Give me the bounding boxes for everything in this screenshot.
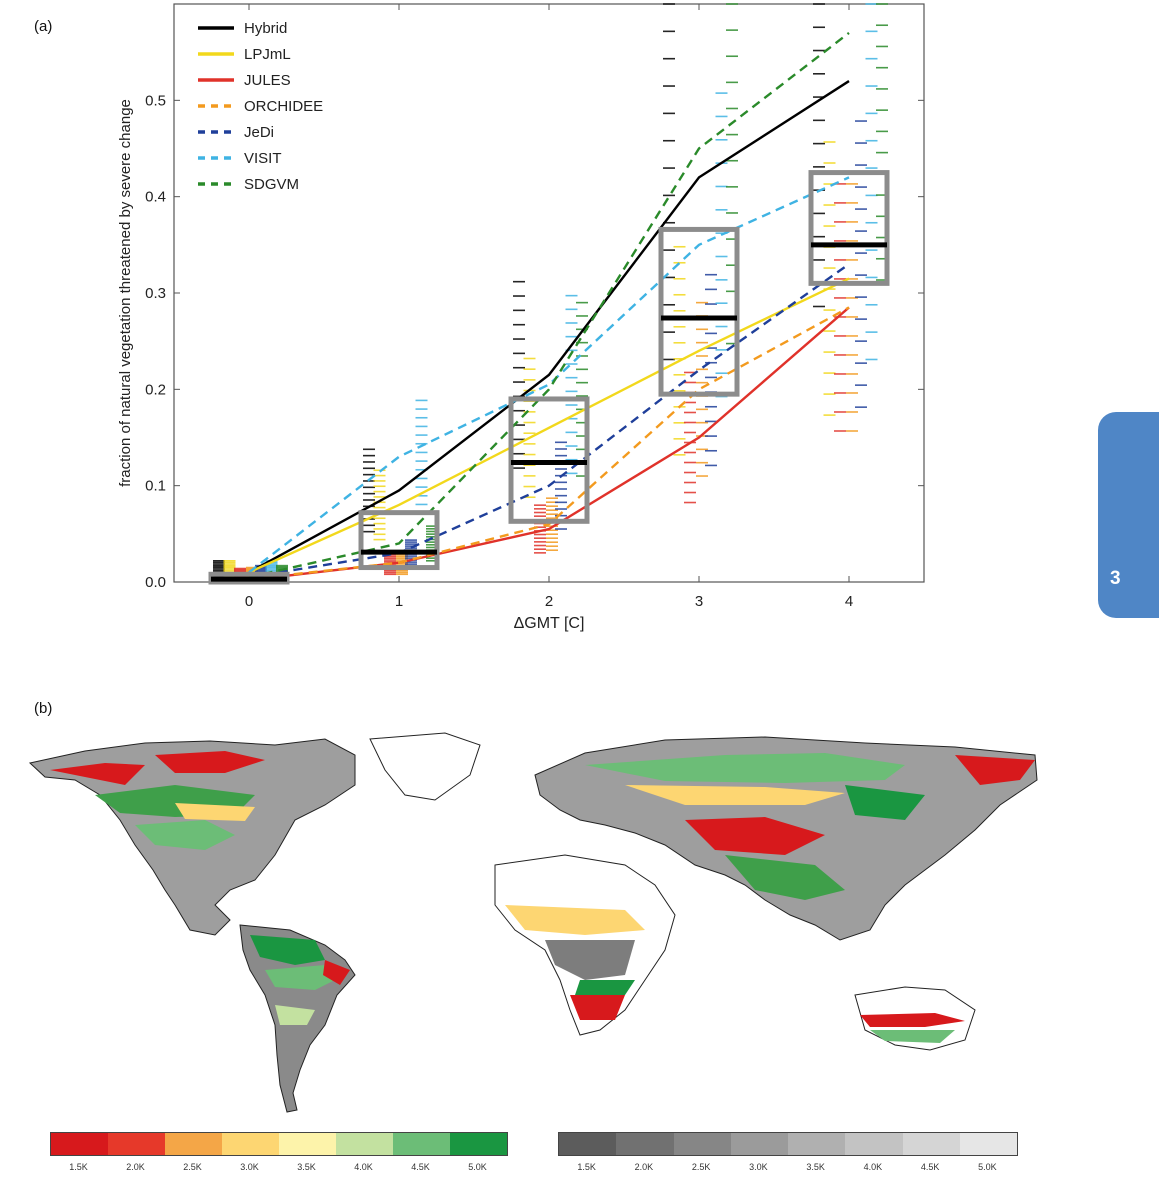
map-greenland [369,732,481,801]
series-line-orchidee [248,306,850,581]
y-tick-label: 0.0 [145,574,166,591]
world-map [28,732,1038,1113]
x-axis-label: ΔGMT [C] [514,615,585,632]
colorbar-right-swatch [616,1133,674,1155]
series-line-lpjml [248,277,850,574]
colorbar-right [558,1132,1018,1156]
x-tick-label: 4 [845,593,853,610]
colorbar-left-tick-label: 2.5K [183,1162,202,1172]
colorbar-left-tick-label: 4.0K [354,1162,373,1172]
panel-b-label: (b) [34,700,53,717]
y-tick-label: 0.1 [145,478,166,495]
line-chart: 0 1 2 3 4 0.0 0.1 0.2 0.3 0.4 0.5 Hybrid LPJmL JULES… [117,3,925,632]
legend-label: SDGVM [244,176,299,193]
y-tick-label: 0.5 [145,92,166,109]
panel-a-label: (a) [34,18,53,35]
series-line-hybrid [248,80,850,574]
legend-label: JeDi [244,124,274,141]
colorbar-right-tick-label: 4.0K [863,1162,883,1172]
x-tick-label: 3 [695,593,703,610]
spread-box [358,510,440,571]
x-tick-label: 0 [245,593,253,610]
legend-label: LPJmL [244,46,291,63]
colorbar-left-swatch [450,1133,507,1155]
colorbar-left-swatch [165,1133,222,1155]
y-axis-label: fraction of natural vegetation threatene… [117,99,134,487]
colorbar-left-swatch [108,1133,165,1155]
colorbar-right-swatch [559,1133,617,1155]
plot-area [173,3,925,583]
colorbar-left-tick-label: 3.0K [240,1162,259,1172]
colorbar-left-swatch [222,1133,279,1155]
x-tick-label: 2 [545,593,553,610]
series-line-sdgvm [248,31,850,579]
colorbar-left-swatch [336,1133,393,1155]
colorbar-left-tick-label: 2.0K [126,1162,145,1172]
colorbar-right-swatch [730,1133,788,1155]
colorbar-right-swatch [845,1133,903,1155]
colorbar-right-tick-label: 3.5K [806,1162,825,1172]
series-line-jules [248,306,850,582]
colorbar-right-tick-label: 5.0K [978,1162,997,1172]
colorbar-right-tick-label: 3.0K [749,1162,768,1172]
colorbar-right-tick-label: 1.5K [577,1162,596,1172]
colorbar-right-tick-label: 2.5K [691,1162,711,1172]
colorbar-left-tick-label: 4.5K [411,1162,430,1172]
x-tick-label: 1 [395,593,403,610]
y-tick-label: 0.2 [145,381,166,398]
series-line-jedi [248,263,850,579]
chapter-tab-label: 3 [1110,568,1121,589]
colorbar-left-swatch [279,1133,336,1155]
colorbar-right-tick-label: 4.5K [920,1162,940,1172]
colorbar-left-swatch [393,1133,450,1155]
colorbar-left-tick-label: 5.0K [468,1162,487,1172]
y-tick-label: 0.4 [145,189,166,206]
legend-label: VISIT [244,150,282,167]
spread-box [658,226,740,397]
y-tick-label: 0.3 [145,285,166,302]
series-line-visit [248,176,850,574]
colorbar-left-tick-label: 3.5K [297,1162,316,1172]
chapter-tab[interactable]: 3 [1098,412,1159,618]
legend-label: JULES [244,72,291,89]
colorbar-right-swatch [673,1133,731,1155]
colorbar-right-swatch [788,1133,846,1155]
spread-box [808,170,890,286]
colorbar-left-swatch [51,1133,108,1155]
legend-label: ORCHIDEE [244,98,323,115]
legend-label: Hybrid [244,20,287,37]
colorbar-right-swatch [959,1133,1017,1155]
colorbar-right-tick-label: 2.0K [634,1162,654,1172]
colorbar-left [50,1132,508,1156]
colorbar-left-tick-label: 1.5K [69,1162,88,1172]
colorbar-right-swatch [902,1133,960,1155]
